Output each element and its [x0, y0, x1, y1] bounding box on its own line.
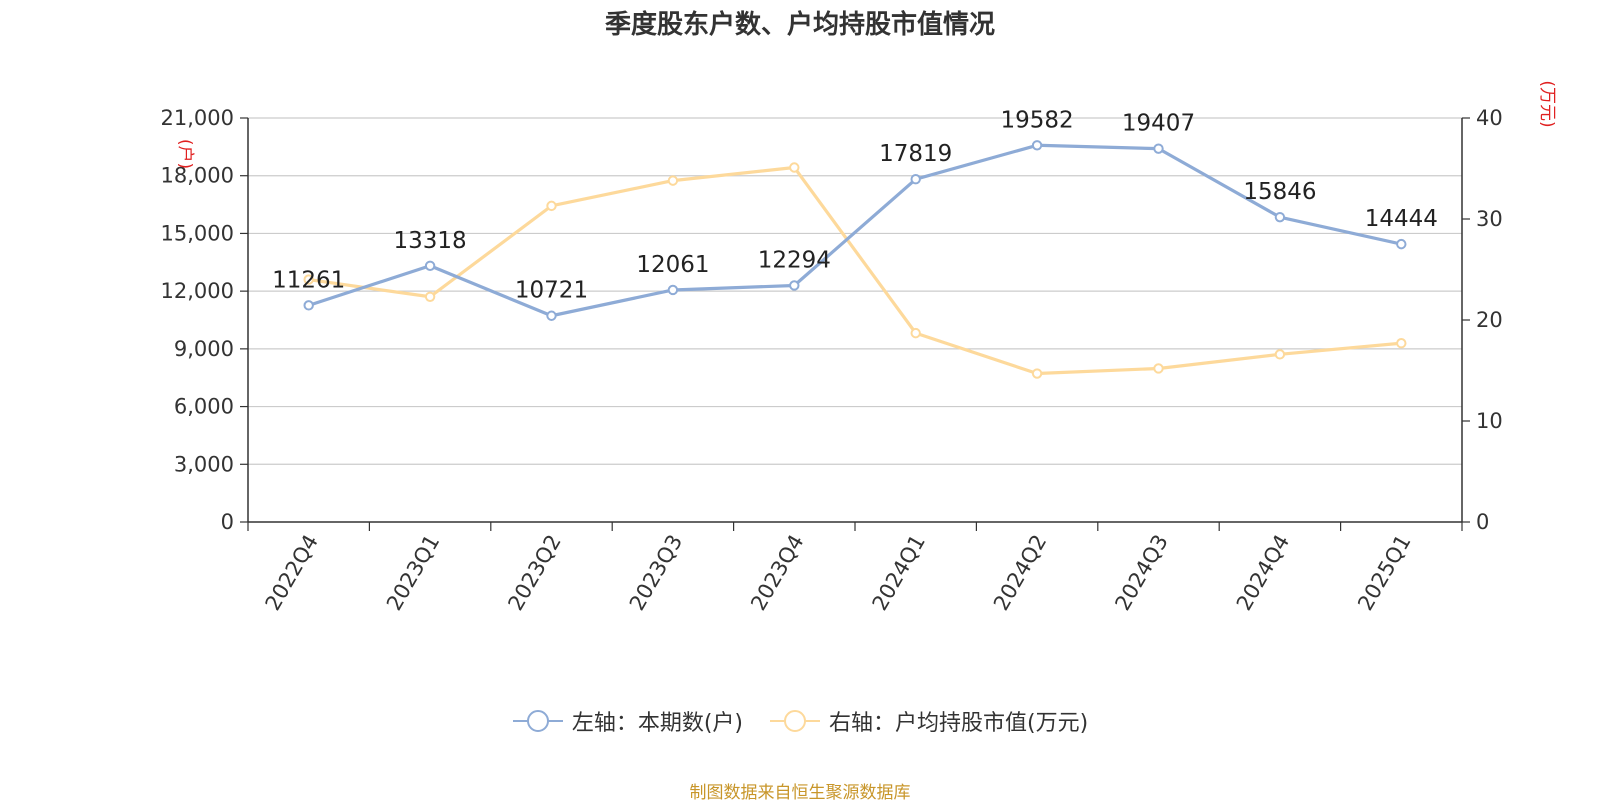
- x-axis-tick-label: 2022Q4: [261, 531, 323, 615]
- data-label: 14444: [1365, 206, 1438, 232]
- left-axis-tick-label: 3,000: [174, 452, 234, 476]
- legend-item-right-series[interactable]: 右轴：户均持股市值(万元): [769, 705, 1088, 737]
- x-axis-tick-label: 2023Q2: [503, 531, 565, 615]
- chart-title: 季度股东户数、户均持股市值情况: [604, 10, 995, 40]
- data-label: 11261: [272, 267, 345, 293]
- data-point-left[interactable]: [1396, 238, 1407, 250]
- left-axis-tick-label: 21,000: [161, 106, 234, 130]
- legend-item-left-series[interactable]: 左轴：本期数(户): [512, 705, 743, 737]
- x-axis-tick-label: 2023Q4: [746, 531, 808, 615]
- right-axis-unit-label: (万元): [1537, 80, 1557, 127]
- data-label: 12294: [758, 247, 831, 273]
- right-axis-tick-label: 30: [1476, 207, 1503, 231]
- series-lines: [303, 140, 1407, 379]
- data-point-left[interactable]: [1274, 211, 1286, 223]
- x-axis-tick-label: 2023Q1: [382, 531, 444, 615]
- data-point-left[interactable]: [424, 260, 436, 271]
- data-point-left[interactable]: [1153, 143, 1164, 154]
- data-point-left[interactable]: [910, 173, 921, 185]
- x-axis-tick-label: 2024Q2: [989, 531, 1051, 615]
- data-label: 12061: [636, 252, 709, 278]
- data-point-right[interactable]: [1396, 338, 1407, 349]
- data-label: 19582: [1001, 107, 1074, 133]
- data-point-right[interactable]: [1274, 349, 1286, 360]
- data-point-left[interactable]: [789, 280, 800, 291]
- legend-swatch-left-series: [512, 710, 563, 732]
- left-axis-tick-label: 9,000: [174, 337, 234, 361]
- legend-swatch-right-series: [770, 710, 820, 732]
- legend: 左轴：本期数(户) 右轴：户均持股市值(万元): [0, 705, 1600, 737]
- data-point-right[interactable]: [789, 162, 800, 173]
- data-point-right[interactable]: [303, 274, 314, 285]
- data-label: 13318: [394, 228, 467, 254]
- right-axis-tick-label: 20: [1476, 308, 1503, 332]
- right-axis-tick-label: 10: [1476, 409, 1503, 433]
- data-point-right[interactable]: [1031, 368, 1043, 379]
- left-axis-tick-label: 6,000: [174, 395, 234, 419]
- legend-label-right-series: 右轴：户均持股市值(万元): [829, 711, 1089, 736]
- data-point-right[interactable]: [546, 200, 557, 212]
- series-line-left: [307, 143, 1403, 318]
- source-note: 制图数据来自恒生聚源数据库: [689, 783, 911, 800]
- right-axis-tick-label: 0: [1476, 510, 1489, 534]
- x-axis-tick-label: 2024Q1: [868, 531, 930, 615]
- gridlines: [248, 117, 1462, 465]
- data-point-left[interactable]: [1031, 140, 1043, 151]
- data-label: 17819: [879, 141, 952, 167]
- legend-label-left-series: 左轴：本期数(户): [571, 711, 743, 736]
- left-axis-tick-label: 12,000: [161, 279, 234, 303]
- x-axis-tick-label: 2024Q4: [1232, 531, 1294, 615]
- left-axis-tick-label: 0: [221, 510, 234, 534]
- data-point-right[interactable]: [667, 175, 679, 186]
- data-point-left[interactable]: [667, 284, 679, 296]
- data-point-right[interactable]: [424, 291, 436, 302]
- left-axis-tick-label: 15,000: [161, 221, 234, 245]
- data-point-left[interactable]: [546, 310, 557, 321]
- data-point-right[interactable]: [910, 327, 921, 339]
- left-axis-unit-label: (户): [175, 139, 195, 169]
- data-label: 10721: [515, 278, 588, 304]
- data-labels: 11261 13318 10721 12061 12294 17819 19582 19407…: [272, 107, 1438, 303]
- data-point-right[interactable]: [1153, 363, 1164, 374]
- x-axis-tick-label: 2024Q3: [1110, 531, 1172, 615]
- x-axis-tick-label: 2025Q1: [1353, 531, 1415, 615]
- data-label: 15846: [1243, 179, 1316, 205]
- data-point-left[interactable]: [303, 300, 314, 311]
- x-axis-tick-label: 2023Q3: [625, 531, 687, 615]
- right-axis-tick-label: 40: [1476, 106, 1503, 130]
- data-label: 19407: [1122, 111, 1195, 137]
- series-line-right: [307, 165, 1403, 376]
- left-axis-tick-label: 18,000: [161, 164, 234, 188]
